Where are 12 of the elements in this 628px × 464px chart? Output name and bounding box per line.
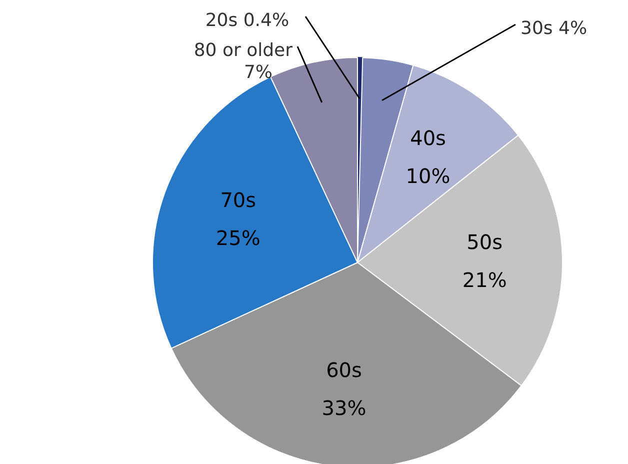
slice-label: 20s 0.4% — [205, 10, 290, 31]
slice-label: 50s — [466, 230, 503, 254]
data-label: 10% — [406, 164, 450, 188]
data-label: 7% — [244, 62, 273, 83]
data-label: 33% — [322, 396, 366, 420]
slice-label: 70s — [220, 188, 256, 212]
data-label: 21% — [462, 268, 507, 292]
slice-label: 60s — [326, 358, 362, 382]
slice-label: 30s 4% — [520, 18, 588, 39]
slice-label: 80 or older — [194, 40, 294, 61]
slice-label: 40s — [410, 126, 446, 150]
data-label: 25% — [216, 226, 260, 250]
